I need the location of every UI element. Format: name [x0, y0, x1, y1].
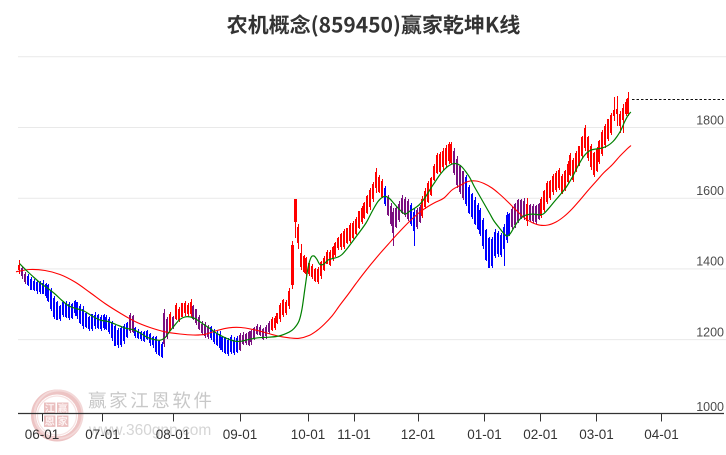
- svg-text:11-01: 11-01: [337, 427, 371, 442]
- svg-text:1400: 1400: [696, 255, 724, 269]
- svg-text:09-01: 09-01: [223, 427, 258, 442]
- svg-text:10-01: 10-01: [291, 427, 326, 442]
- svg-text:12-01: 12-01: [401, 427, 436, 442]
- svg-text:03-01: 03-01: [579, 427, 614, 442]
- svg-text:1600: 1600: [696, 184, 724, 198]
- svg-text:04-01: 04-01: [644, 427, 679, 442]
- svg-text:08-01: 08-01: [156, 427, 191, 442]
- svg-text:07-01: 07-01: [85, 427, 120, 442]
- svg-text:www.360gnn.com: www.360gnn.com: [88, 422, 211, 439]
- svg-text:1000: 1000: [696, 400, 724, 414]
- svg-text:01-01: 01-01: [467, 427, 502, 442]
- svg-text:1200: 1200: [696, 325, 724, 339]
- svg-text:06-01: 06-01: [25, 427, 60, 442]
- svg-text:1800: 1800: [696, 113, 724, 127]
- svg-text:02-01: 02-01: [523, 427, 558, 442]
